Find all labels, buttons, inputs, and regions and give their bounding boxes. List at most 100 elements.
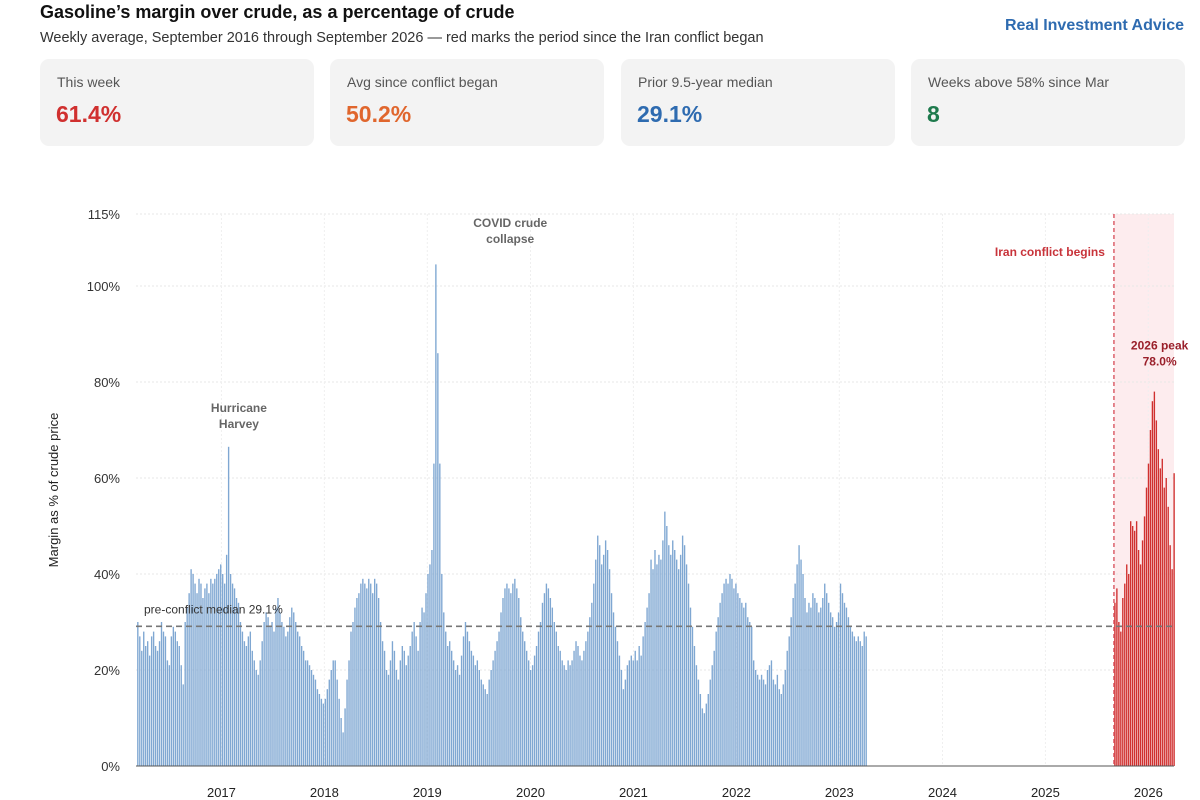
stat-card-weeks-above: Weeks above 58% since Mar 8 [911, 59, 1185, 146]
bar [796, 564, 798, 766]
x-tick-label: 2017 [207, 785, 236, 800]
bar [300, 646, 303, 766]
bar [383, 650, 386, 766]
y-tick-label: 100% [87, 279, 121, 294]
bar [790, 617, 792, 766]
bar [498, 631, 500, 766]
bar [222, 574, 224, 766]
bar [1120, 631, 1122, 766]
bar [318, 694, 321, 766]
bar [614, 626, 617, 766]
bar [249, 631, 252, 766]
bar [1161, 458, 1163, 766]
bar [322, 703, 325, 766]
bar [604, 540, 607, 766]
bar [227, 446, 230, 766]
bar [776, 674, 779, 766]
bar [563, 665, 565, 766]
bar [443, 612, 445, 766]
bar [1128, 574, 1130, 766]
bar [569, 665, 571, 766]
bar [754, 670, 757, 766]
bar [802, 574, 804, 766]
median-label: pre-conflict median 29.1% [144, 602, 283, 616]
bar [758, 679, 761, 766]
y-tick-label: 20% [94, 663, 120, 678]
bar [506, 583, 508, 766]
bar [537, 631, 540, 766]
bar [681, 535, 684, 766]
bar [808, 602, 810, 766]
bar [695, 665, 698, 766]
bar [340, 718, 342, 766]
bar [180, 665, 182, 766]
stat-card-label: Weeks above 58% since Mar [928, 74, 1110, 90]
bar [595, 559, 597, 766]
bar [204, 588, 206, 766]
bar [644, 622, 646, 766]
bar [364, 583, 366, 766]
bar [729, 574, 731, 766]
y-tick-label: 40% [94, 567, 120, 582]
bar [145, 646, 147, 766]
bar [372, 593, 374, 766]
bar [597, 535, 599, 766]
bar [405, 665, 407, 766]
bar [806, 612, 808, 766]
bar [855, 641, 858, 766]
bar [146, 641, 149, 766]
bar [717, 617, 719, 766]
bar [160, 622, 163, 766]
bar [739, 598, 741, 766]
bar [435, 264, 437, 766]
bar [466, 631, 469, 766]
bar [186, 607, 188, 766]
bar [198, 578, 200, 766]
bar [1116, 588, 1118, 766]
bar [683, 545, 686, 766]
bar [719, 602, 721, 766]
bar [737, 593, 739, 766]
bar [1151, 401, 1154, 766]
bar [316, 689, 319, 766]
bar [524, 641, 526, 766]
bar [344, 708, 346, 766]
bar [589, 617, 591, 766]
bar [1130, 521, 1132, 766]
bar [295, 622, 297, 766]
bar [375, 583, 378, 766]
bar [324, 698, 327, 766]
bar [804, 598, 806, 766]
bar [624, 679, 627, 766]
bar [312, 674, 315, 766]
bar [600, 564, 603, 766]
bar [648, 593, 650, 766]
bar [602, 554, 605, 766]
bar [196, 593, 198, 766]
bar [148, 655, 151, 766]
bar [293, 612, 295, 766]
bar [764, 684, 767, 766]
bar [762, 679, 765, 766]
bar [255, 670, 257, 766]
bar [760, 674, 763, 766]
bar [273, 631, 275, 766]
bar [263, 622, 265, 766]
bar [555, 631, 557, 766]
bar [377, 598, 380, 766]
bar [1131, 526, 1134, 766]
bar [289, 617, 291, 766]
bar [421, 607, 423, 766]
bar [200, 583, 202, 766]
bar [794, 583, 796, 766]
bar [826, 593, 828, 766]
bar [608, 569, 611, 766]
bar [141, 650, 143, 766]
bar [482, 684, 484, 766]
bar [630, 655, 632, 766]
bar [474, 665, 477, 766]
bar [577, 646, 579, 766]
bar [626, 665, 629, 766]
bar [458, 674, 461, 766]
bar [354, 607, 356, 766]
